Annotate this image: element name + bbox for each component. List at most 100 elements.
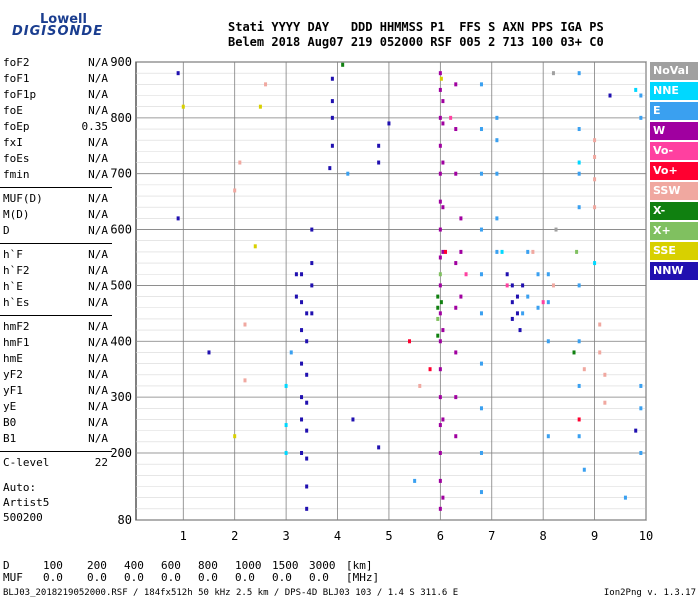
data-point: [438, 423, 442, 428]
data-point: [454, 127, 458, 132]
data-point: [577, 71, 581, 76]
data-point: [438, 143, 442, 148]
auto-line3: 500200: [3, 511, 43, 524]
data-point: [328, 166, 332, 171]
data-point: [341, 62, 345, 67]
param-value: N/A: [88, 352, 108, 365]
data-point: [518, 328, 522, 333]
data-point: [436, 316, 440, 321]
data-point: [438, 272, 442, 277]
muf-table: D 100 200 400 600 800 1000 1500 3000 [km] MUF 0.0 0…: [0, 560, 386, 584]
data-point: [639, 383, 643, 388]
data-point: [479, 406, 483, 411]
param-label: fmin: [3, 168, 30, 181]
data-point: [243, 378, 247, 383]
param-value: N/A: [88, 72, 108, 85]
data-point: [546, 434, 550, 439]
data-point: [634, 87, 638, 92]
legend-item: X-: [650, 202, 698, 220]
muf-row: MUF 0.0 0.0 0.0 0.0 0.0 0.0 0.0 0.0 [MHz]: [0, 572, 386, 584]
data-point: [510, 300, 514, 305]
table-cell: 0.0: [198, 571, 218, 584]
param-label: foEs: [3, 152, 30, 165]
data-point: [438, 71, 442, 76]
param-label: h`Es: [3, 296, 30, 309]
param-value: N/A: [88, 88, 108, 101]
data-point: [454, 261, 458, 266]
param-value: N/A: [88, 384, 108, 397]
data-point: [443, 249, 447, 254]
table-cell: 0.0: [87, 571, 107, 584]
data-point: [495, 216, 499, 221]
data-point: [479, 82, 483, 87]
param-label: B1: [3, 432, 17, 445]
param-label: foF1: [3, 72, 30, 85]
data-point: [554, 227, 558, 232]
data-point: [454, 171, 458, 176]
data-point: [441, 121, 445, 126]
data-point: [346, 171, 350, 176]
param-value: N/A: [88, 416, 108, 429]
legend-item: NNW: [650, 262, 698, 280]
data-point: [459, 249, 463, 254]
param-value: N/A: [88, 432, 108, 445]
legend-item: SSE: [650, 242, 698, 260]
y-tick-label: 300: [110, 390, 132, 404]
table-cell: 800: [198, 559, 218, 572]
param-value: N/A: [88, 336, 108, 349]
param-value: N/A: [88, 224, 108, 237]
data-point: [521, 283, 525, 288]
data-point: [330, 115, 334, 120]
data-point: [305, 400, 309, 405]
param-row: h`F N/A: [0, 247, 112, 263]
param-value: N/A: [88, 208, 108, 221]
data-point: [495, 138, 499, 143]
data-point: [284, 423, 288, 428]
data-point: [305, 311, 309, 316]
data-point: [536, 305, 540, 310]
logo: Lowell DIGISONDE: [0, 0, 120, 50]
version-label: Ion2Png v. 1.3.17: [603, 588, 696, 598]
data-point: [300, 417, 304, 422]
data-point: [515, 294, 519, 299]
data-point: [438, 171, 442, 176]
data-point: [300, 272, 304, 277]
param-label: foF2: [3, 56, 30, 69]
data-point: [479, 227, 483, 232]
param-row: yE N/A: [0, 399, 112, 415]
param-row: h`E N/A: [0, 279, 112, 295]
param-row: foF2 N/A: [0, 55, 112, 71]
data-point: [300, 300, 304, 305]
data-point: [449, 115, 453, 120]
data-point: [436, 294, 440, 299]
param-row: hmF2 N/A: [0, 319, 112, 335]
logo-line1: Lowell: [40, 12, 87, 27]
table-cell: 0.0: [309, 571, 329, 584]
data-point: [546, 272, 550, 277]
data-point: [330, 76, 334, 81]
table-cell: 1000: [235, 559, 262, 572]
data-point: [310, 311, 314, 316]
table-cell: [km]: [346, 559, 373, 572]
param-label: D: [3, 224, 10, 237]
data-point: [439, 76, 443, 81]
param-label: yE: [3, 400, 17, 413]
data-point: [441, 495, 445, 500]
data-point: [546, 339, 550, 344]
data-point: [526, 249, 530, 254]
data-point: [495, 115, 499, 120]
data-point: [577, 171, 581, 176]
data-point: [428, 367, 432, 372]
param-row: MUF(D) N/A: [0, 191, 112, 207]
file-info-footer: BLJ03_2018219052000.RSF / 184fx512h 50 k…: [3, 588, 459, 598]
data-point: [305, 456, 309, 461]
table-cell: 0.0: [161, 571, 181, 584]
data-point: [305, 428, 309, 433]
param-row: h`Es N/A: [0, 295, 112, 311]
param-label: h`E: [3, 280, 23, 293]
table-row-label: D: [3, 559, 10, 572]
param-value: N/A: [88, 320, 108, 333]
data-point: [300, 328, 304, 333]
data-point: [439, 300, 443, 305]
x-tick-label: 6: [437, 529, 444, 543]
